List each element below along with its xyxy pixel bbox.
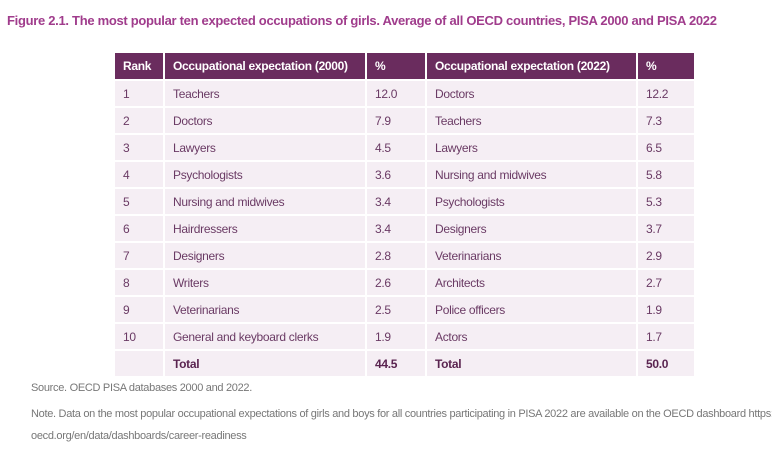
figure-title: Figure 2.1. The most popular ten expecte… xyxy=(7,13,717,28)
cell-occupation-2022: Total xyxy=(427,351,636,376)
cell-occupation-2022: Doctors xyxy=(427,81,636,106)
note-line-2: oecd.org/en/data/dashboards/career-readi… xyxy=(31,430,247,442)
cell-occupation-2000: Lawyers xyxy=(165,135,365,160)
table-row: 5 Nursing and midwives 3.4 Psychologists 5.3 xyxy=(115,189,694,214)
cell-occupation-2022: Actors xyxy=(427,324,636,349)
cell-percent-2022: 50.0 xyxy=(638,351,694,376)
header-row: Rank Occupational expectation (2000) % O… xyxy=(115,53,694,79)
cell-occupation-2000: General and keyboard clerks xyxy=(165,324,365,349)
table-row: 6 Hairdressers 3.4 Designers 3.7 xyxy=(115,216,694,241)
note-line-1: Note. Data on the most popular occupatio… xyxy=(31,408,772,420)
occupations-table: Rank Occupational expectation (2000) % O… xyxy=(113,51,696,378)
cell-percent-2022: 1.9 xyxy=(638,297,694,322)
cell-occupation-2000: Teachers xyxy=(165,81,365,106)
cell-occupation-2022: Police officers xyxy=(427,297,636,322)
cell-percent-2022: 5.3 xyxy=(638,189,694,214)
table-row: 10 General and keyboard clerks 1.9 Actors 1.… xyxy=(115,324,694,349)
cell-rank: 3 xyxy=(115,135,163,160)
cell-occupation-2022: Nursing and midwives xyxy=(427,162,636,187)
cell-percent-2000: 3.4 xyxy=(367,216,425,241)
cell-percent-2022: 6.5 xyxy=(638,135,694,160)
cell-percent-2000: 2.6 xyxy=(367,270,425,295)
cell-rank: 9 xyxy=(115,297,163,322)
cell-percent-2022: 7.3 xyxy=(638,108,694,133)
cell-percent-2000: 3.4 xyxy=(367,189,425,214)
table-row: 7 Designers 2.8 Veterinarians 2.9 xyxy=(115,243,694,268)
cell-rank: 10 xyxy=(115,324,163,349)
header-occupation-2000: Occupational expectation (2000) xyxy=(165,53,365,79)
header-percent-2022: % xyxy=(638,53,694,79)
cell-percent-2022: 1.7 xyxy=(638,324,694,349)
table-row: 9 Veterinarians 2.5 Police officers 1.9 xyxy=(115,297,694,322)
cell-percent-2000: 44.5 xyxy=(367,351,425,376)
table-row: 3 Lawyers 4.5 Lawyers 6.5 xyxy=(115,135,694,160)
cell-occupation-2022: Veterinarians xyxy=(427,243,636,268)
table-row: 2 Doctors 7.9 Teachers 7.3 xyxy=(115,108,694,133)
cell-percent-2022: 12.2 xyxy=(638,81,694,106)
cell-percent-2000: 12.0 xyxy=(367,81,425,106)
cell-occupation-2022: Architects xyxy=(427,270,636,295)
cell-rank: 5 xyxy=(115,189,163,214)
table-row: 1 Teachers 12.0 Doctors 12.2 xyxy=(115,81,694,106)
cell-percent-2000: 3.6 xyxy=(367,162,425,187)
table-row: 8 Writers 2.6 Architects 2.7 xyxy=(115,270,694,295)
header-occupation-2022: Occupational expectation (2022) xyxy=(427,53,636,79)
cell-occupation-2000: Hairdressers xyxy=(165,216,365,241)
header-percent-2000: % xyxy=(367,53,425,79)
cell-occupation-2022: Designers xyxy=(427,216,636,241)
cell-occupation-2000: Veterinarians xyxy=(165,297,365,322)
cell-rank: 2 xyxy=(115,108,163,133)
cell-occupation-2000: Psychologists xyxy=(165,162,365,187)
cell-percent-2000: 1.9 xyxy=(367,324,425,349)
figure-caption: The most popular ten expected occupation… xyxy=(72,13,717,28)
cell-occupation-2000: Designers xyxy=(165,243,365,268)
cell-percent-2000: 4.5 xyxy=(367,135,425,160)
table-row: 4 Psychologists 3.6 Nursing and midwives 5.8 xyxy=(115,162,694,187)
source-note: Source. OECD PISA databases 2000 and 202… xyxy=(31,382,253,394)
cell-occupation-2022: Lawyers xyxy=(427,135,636,160)
cell-rank: 8 xyxy=(115,270,163,295)
cell-percent-2022: 2.9 xyxy=(638,243,694,268)
header-rank: Rank xyxy=(115,53,163,79)
cell-occupation-2000: Writers xyxy=(165,270,365,295)
cell-occupation-2000: Total xyxy=(165,351,365,376)
cell-percent-2022: 5.8 xyxy=(638,162,694,187)
cell-percent-2022: 3.7 xyxy=(638,216,694,241)
cell-occupation-2022: Teachers xyxy=(427,108,636,133)
cell-rank: 6 xyxy=(115,216,163,241)
cell-rank xyxy=(115,351,163,376)
cell-percent-2022: 2.7 xyxy=(638,270,694,295)
cell-rank: 4 xyxy=(115,162,163,187)
total-row: Total 44.5 Total 50.0 xyxy=(115,351,694,376)
cell-occupation-2000: Doctors xyxy=(165,108,365,133)
cell-rank: 1 xyxy=(115,81,163,106)
cell-percent-2000: 2.5 xyxy=(367,297,425,322)
cell-percent-2000: 2.8 xyxy=(367,243,425,268)
cell-rank: 7 xyxy=(115,243,163,268)
cell-occupation-2000: Nursing and midwives xyxy=(165,189,365,214)
cell-occupation-2022: Psychologists xyxy=(427,189,636,214)
figure-label: Figure 2.1. xyxy=(7,13,69,28)
cell-percent-2000: 7.9 xyxy=(367,108,425,133)
